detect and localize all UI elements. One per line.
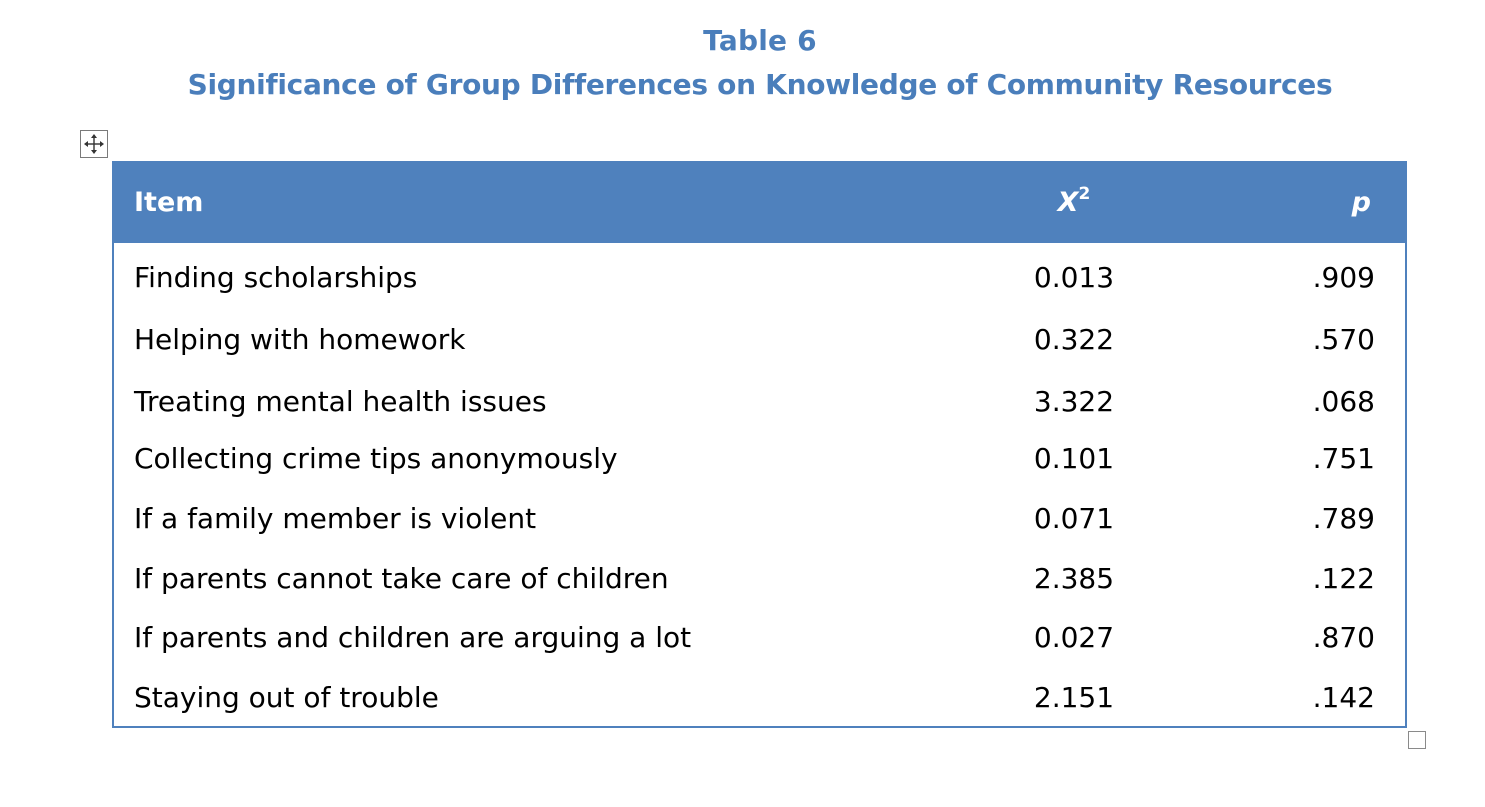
- table-row: Helping with homework 0.322 .570: [114, 323, 1405, 363]
- row-item: Collecting crime tips anonymously: [134, 442, 618, 475]
- row-p: .068: [1312, 385, 1375, 418]
- table-resize-handle[interactable]: [1408, 731, 1426, 749]
- row-x2: 2.385: [1033, 562, 1115, 595]
- row-item: If parents and children are arguing a lo…: [134, 621, 692, 654]
- row-p: .789: [1312, 502, 1375, 535]
- table-title: Significance of Group Differences on Kno…: [187, 68, 1333, 101]
- row-p: .142: [1312, 681, 1375, 714]
- header-chi-square: X2: [1014, 184, 1134, 219]
- row-item: Staying out of trouble: [134, 681, 439, 714]
- row-x2: 2.151: [1033, 681, 1115, 714]
- table-row: If parents and children are arguing a lo…: [114, 621, 1405, 661]
- table-row: If a family member is violent 0.071 .789: [114, 502, 1405, 542]
- row-x2: 0.027: [1033, 621, 1115, 654]
- row-p: .570: [1312, 323, 1375, 356]
- table-row: Staying out of trouble 2.151 .142: [114, 681, 1405, 721]
- table-row: Finding scholarships 0.013 .909: [114, 261, 1405, 301]
- row-item: Finding scholarships: [134, 261, 418, 294]
- row-x2: 0.322: [1033, 323, 1115, 356]
- header-chi-symbol: X: [1057, 187, 1079, 218]
- row-item: Helping with homework: [134, 323, 466, 356]
- header-chi-superscript: 2: [1078, 184, 1091, 204]
- table-row: Treating mental health issues 3.322 .068: [114, 385, 1405, 425]
- row-p: .751: [1312, 442, 1375, 475]
- table-row: Collecting crime tips anonymously 0.101 …: [114, 442, 1405, 482]
- table-number: Table 6: [703, 24, 817, 57]
- header-p: p: [1351, 187, 1371, 218]
- row-x2: 0.101: [1033, 442, 1115, 475]
- row-item: If parents cannot take care of children: [134, 562, 669, 595]
- row-x2: 0.071: [1033, 502, 1115, 535]
- row-p: .122: [1312, 562, 1375, 595]
- table-move-handle[interactable]: [80, 130, 108, 158]
- row-item: Treating mental health issues: [134, 385, 547, 418]
- table-header-row: Item X2 p: [114, 161, 1405, 243]
- row-x2: 3.322: [1033, 385, 1115, 418]
- row-p: .909: [1312, 261, 1375, 294]
- row-item: If a family member is violent: [134, 502, 537, 535]
- row-x2: 0.013: [1033, 261, 1115, 294]
- row-p: .870: [1312, 621, 1375, 654]
- header-item: Item: [134, 187, 204, 218]
- data-table: Item X2 p Finding scholarships 0.013 .90…: [112, 161, 1407, 728]
- table-row: If parents cannot take care of children …: [114, 562, 1405, 602]
- move-arrows-icon: [84, 134, 104, 154]
